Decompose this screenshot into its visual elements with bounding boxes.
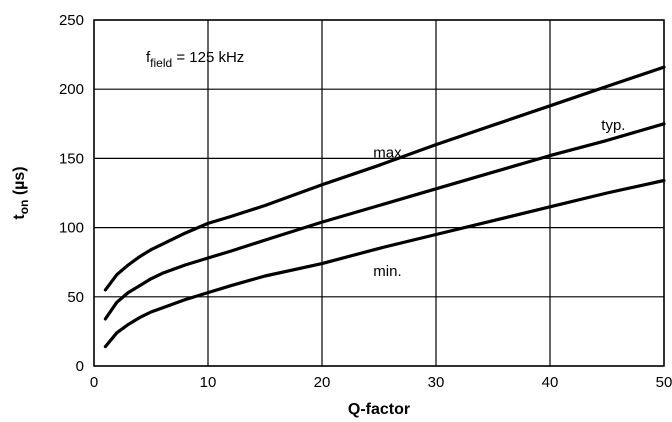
series-labels: max. typ. min. — [373, 117, 625, 280]
grid — [93, 19, 665, 367]
annotation-subscript: field — [150, 56, 172, 70]
series-label: max. — [373, 144, 406, 161]
y-axis-title-main: t — [11, 214, 28, 220]
y-tick-label: 100 — [59, 220, 84, 237]
y-tick-label: 150 — [59, 150, 84, 167]
x-tick-label: 30 — [428, 374, 445, 391]
y-tick-label: 200 — [59, 81, 84, 98]
y-tick-label: 0 — [76, 358, 84, 375]
x-tick-labels: 0 10 20 30 40 50 — [90, 374, 672, 391]
x-tick-label: 20 — [314, 374, 331, 391]
y-axis-title-unit: (µs) — [11, 166, 28, 199]
x-tick-label: 50 — [656, 374, 672, 391]
series-label: typ. — [601, 117, 625, 134]
x-tick-label: 10 — [200, 374, 217, 391]
y-tick-labels: 0 50 100 150 200 250 — [59, 12, 84, 375]
y-tick-label: 50 — [67, 289, 84, 306]
field-frequency-annotation: ffield = 125 kHz — [146, 49, 244, 70]
series-lines — [103, 65, 666, 349]
x-axis-title: Q-factor — [348, 401, 410, 418]
x-tick-label: 0 — [90, 374, 98, 391]
plot-frame — [93, 19, 665, 367]
y-axis-title: ton (µs) — [11, 166, 31, 219]
series-label: min. — [373, 263, 401, 280]
y-tick-label: 250 — [59, 12, 84, 29]
series-line — [103, 122, 666, 321]
series-line — [103, 178, 666, 349]
annotation-rest: = 125 kHz — [172, 49, 244, 66]
annotation-main: f — [146, 49, 151, 66]
x-tick-label: 40 — [542, 374, 559, 391]
series-line — [103, 65, 666, 292]
y-axis-title-subscript: on — [17, 200, 31, 215]
